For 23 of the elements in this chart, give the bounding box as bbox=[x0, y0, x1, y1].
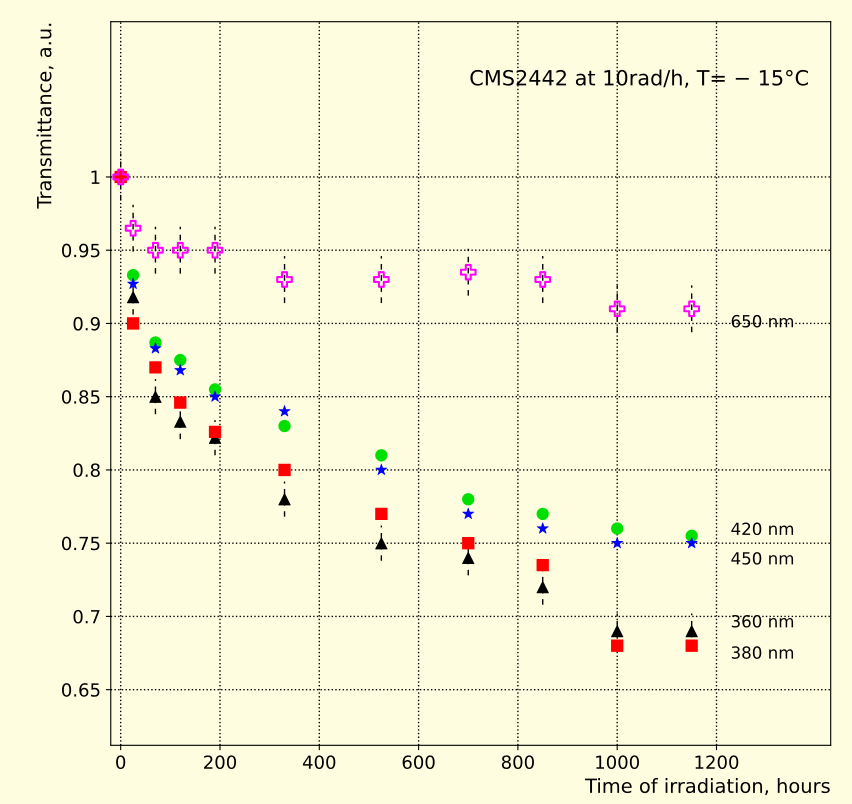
x-tick-label: 200 bbox=[204, 755, 236, 770]
series-label: 650 nm bbox=[732, 314, 794, 328]
y-axis-title: Transmittance, a.u. bbox=[36, 24, 54, 209]
x-tick-label: 800 bbox=[502, 755, 534, 770]
x-tick-label: 1000 bbox=[596, 755, 639, 770]
y-tick-label: 0.85 bbox=[62, 390, 100, 404]
y-tick-label: 1 bbox=[92, 170, 100, 184]
y-tick-label: 0.8 bbox=[74, 463, 100, 478]
text: 380 nm bbox=[732, 646, 794, 659]
x-tick-label: 400 bbox=[302, 755, 336, 770]
y-tick-label: 0.95 bbox=[62, 244, 100, 258]
annotation: CMS2442 at 10rad/h, T= − 15°C bbox=[470, 70, 808, 88]
text: 420 nm bbox=[731, 522, 794, 536]
text: 450 nm bbox=[731, 552, 794, 565]
y-tick-label: 0.65 bbox=[62, 683, 100, 697]
x-tick-label: 1200 bbox=[696, 755, 738, 770]
y-tick-label: 0.9 bbox=[74, 316, 100, 331]
x-axis-title: Time of irradiation, hours bbox=[585, 778, 830, 796]
text: 360 nm bbox=[732, 614, 794, 628]
x-tick-label: 0 bbox=[116, 755, 126, 770]
y-tick-label: 0.7 bbox=[74, 610, 100, 624]
x-tick-label: 600 bbox=[402, 755, 435, 770]
y-tick-label: 0.75 bbox=[62, 536, 100, 550]
